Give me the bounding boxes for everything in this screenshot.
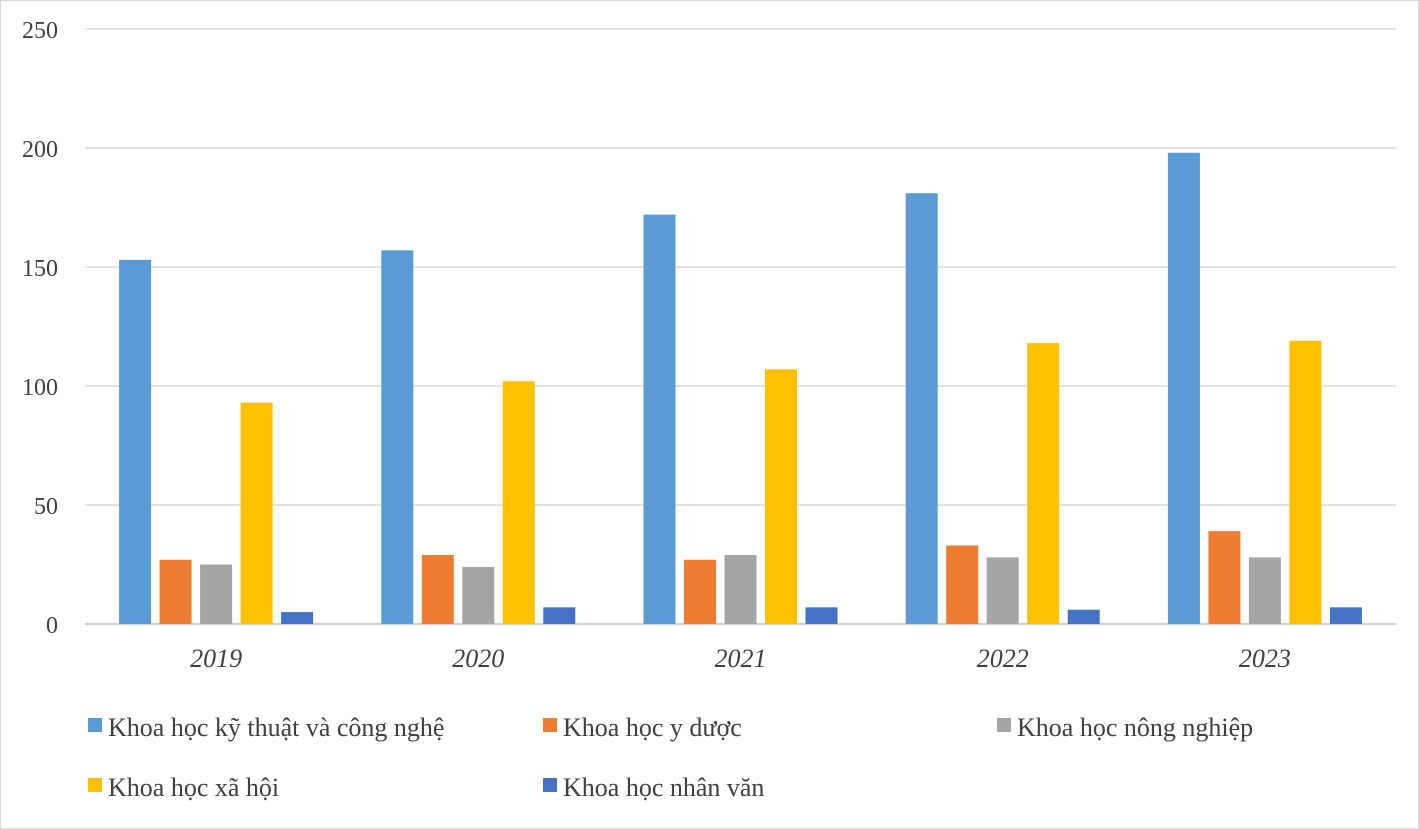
- bar-2021-series-4: [765, 369, 797, 624]
- y-tick-label: 150: [22, 256, 58, 282]
- x-category-label: 2022: [977, 644, 1029, 673]
- bar-2021-series-3: [724, 554, 757, 624]
- bar-2019-series-3: [200, 564, 233, 624]
- bar-2020-series-2: [421, 554, 454, 624]
- legend-label: Khoa học kỹ thuật và công nghệ: [108, 713, 444, 742]
- bar-2023-series-1: [1167, 152, 1200, 624]
- bar-2020-series-4: [502, 381, 535, 624]
- bar-2022-series-3: [986, 557, 1019, 624]
- x-category-label: 2020: [452, 644, 504, 673]
- legend-label: Khoa học nông nghiệp: [1017, 713, 1253, 742]
- y-tick-label: 100: [22, 375, 58, 401]
- x-category-label: 2021: [715, 644, 767, 673]
- bar-2021-series-2: [684, 559, 716, 624]
- legend-swatch: [543, 778, 557, 792]
- bar-2019-series-2: [159, 559, 192, 624]
- y-tick-label: 250: [22, 18, 58, 44]
- x-axis-categories: 2019 2020 2021 2022 2023: [190, 644, 1291, 673]
- bar-2020-series-5: [543, 607, 576, 624]
- legend-swatch: [997, 718, 1011, 732]
- bar-2023-series-2: [1208, 531, 1241, 624]
- y-tick-label: 200: [22, 137, 58, 163]
- bar-2023-series-3: [1248, 557, 1281, 624]
- bar-2021-series-1: [643, 214, 676, 624]
- x-category-label: 2019: [190, 644, 242, 673]
- bar-2019-series-4: [240, 402, 273, 624]
- bar-2019-series-5: [281, 612, 314, 624]
- legend: Khoa học kỹ thuật và công nghệ Khoa học y…: [88, 713, 1253, 802]
- y-tick-label: 50: [34, 494, 58, 520]
- legend-label: Khoa học y dược: [563, 713, 742, 742]
- legend-swatch: [88, 718, 102, 732]
- legend-swatch: [88, 778, 102, 792]
- legend-label: Khoa học nhân văn: [563, 773, 764, 802]
- bar-2022-series-2: [946, 545, 979, 624]
- bar-2023-series-5: [1329, 607, 1362, 624]
- bar-2022-series-1: [905, 193, 938, 624]
- bar-2022-series-4: [1027, 343, 1060, 624]
- legend-swatch: [543, 718, 557, 732]
- bar-2019-series-1: [119, 259, 152, 624]
- bar-2022-series-5: [1067, 609, 1100, 624]
- bar-2020-series-1: [381, 250, 414, 624]
- y-axis-ticks: 0 50 100 150 200 250: [22, 18, 58, 639]
- bar-2021-series-5: [805, 607, 838, 624]
- bars: [119, 152, 1362, 624]
- bar-2020-series-3: [462, 566, 495, 624]
- legend-label: Khoa học xã hội: [108, 773, 279, 802]
- x-category-label: 2023: [1239, 644, 1291, 673]
- y-tick-label: 0: [46, 613, 58, 639]
- bar-2023-series-4: [1289, 340, 1322, 624]
